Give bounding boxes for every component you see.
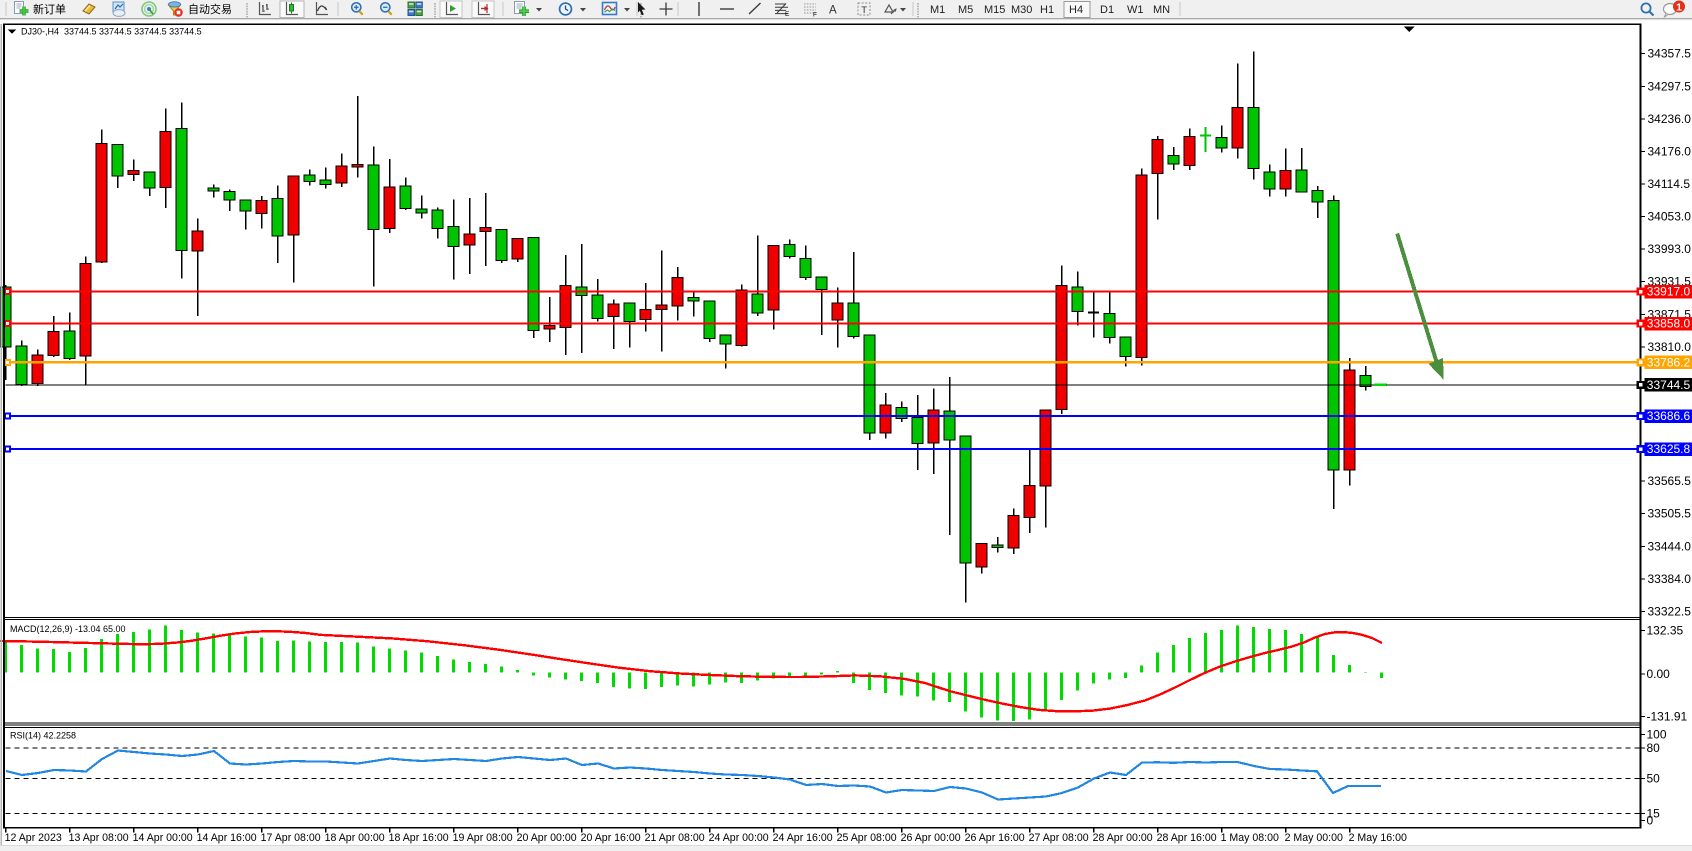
svg-text:E: E xyxy=(785,11,790,18)
svg-text:18 Apr 16:00: 18 Apr 16:00 xyxy=(389,832,449,844)
svg-text:24 Apr 16:00: 24 Apr 16:00 xyxy=(773,832,833,844)
svg-text:28 Apr 16:00: 28 Apr 16:00 xyxy=(1157,832,1217,844)
svg-text:M5: M5 xyxy=(958,4,973,16)
svg-text:33686.6: 33686.6 xyxy=(1647,409,1691,423)
svg-text:34053.0: 34053.0 xyxy=(1648,210,1692,224)
svg-text:自动交易: 自动交易 xyxy=(188,2,232,16)
svg-text:RSI(14) 42.2258: RSI(14) 42.2258 xyxy=(10,731,76,741)
svg-text:33917.0: 33917.0 xyxy=(1647,285,1691,299)
svg-text:-131.91: -131.91 xyxy=(1647,710,1688,724)
svg-text:34236.0: 34236.0 xyxy=(1648,112,1692,126)
svg-text:33505.5: 33505.5 xyxy=(1648,507,1692,521)
svg-text:33444.0: 33444.0 xyxy=(1648,540,1692,554)
svg-text:19 Apr 08:00: 19 Apr 08:00 xyxy=(453,832,513,844)
svg-text:13 Apr 08:00: 13 Apr 08:00 xyxy=(69,832,129,844)
svg-text:33858.0: 33858.0 xyxy=(1647,317,1691,331)
svg-text:18 Apr 00:00: 18 Apr 00:00 xyxy=(325,832,385,844)
svg-text:34114.5: 34114.5 xyxy=(1648,177,1691,191)
svg-text:33993.0: 33993.0 xyxy=(1648,242,1692,256)
svg-text:33786.2: 33786.2 xyxy=(1647,355,1691,369)
svg-text:MN: MN xyxy=(1153,4,1170,16)
svg-text:33625.8: 33625.8 xyxy=(1647,442,1691,456)
svg-text:A: A xyxy=(829,5,837,17)
svg-text:33384.0: 33384.0 xyxy=(1648,572,1692,586)
svg-text:DJ30-,H4 33744.5 33744.5 3374: DJ30-,H4 33744.5 33744.5 33744.5 33744.5 xyxy=(21,27,202,37)
svg-text:21 Apr 08:00: 21 Apr 08:00 xyxy=(645,832,705,844)
svg-text:2 May 00:00: 2 May 00:00 xyxy=(1285,832,1343,844)
svg-text:20 Apr 00:00: 20 Apr 00:00 xyxy=(517,832,577,844)
svg-text:80: 80 xyxy=(1647,741,1661,755)
svg-text:33322.5: 33322.5 xyxy=(1648,605,1692,619)
svg-text:M15: M15 xyxy=(984,4,1005,16)
svg-text:15: 15 xyxy=(1647,807,1661,821)
svg-text:1 May 08:00: 1 May 08:00 xyxy=(1221,832,1279,844)
svg-text:17 Apr 08:00: 17 Apr 08:00 xyxy=(261,832,321,844)
svg-text:12 Apr 2023: 12 Apr 2023 xyxy=(5,832,62,844)
svg-text:D1: D1 xyxy=(1100,4,1114,16)
svg-text:28 Apr 00:00: 28 Apr 00:00 xyxy=(1093,832,1153,844)
svg-text:M30: M30 xyxy=(1011,4,1032,16)
svg-text:20 Apr 16:00: 20 Apr 16:00 xyxy=(581,832,641,844)
svg-text:33810.0: 33810.0 xyxy=(1648,340,1692,354)
svg-text:33744.5: 33744.5 xyxy=(1647,378,1691,392)
svg-text:1: 1 xyxy=(1676,2,1682,14)
svg-text:W1: W1 xyxy=(1127,4,1144,16)
svg-text:14 Apr 00:00: 14 Apr 00:00 xyxy=(133,832,193,844)
svg-text:H1: H1 xyxy=(1040,4,1054,16)
svg-text:34176.0: 34176.0 xyxy=(1648,145,1692,159)
svg-text:26 Apr 16:00: 26 Apr 16:00 xyxy=(965,832,1025,844)
svg-text:27 Apr 08:00: 27 Apr 08:00 xyxy=(1029,832,1089,844)
svg-text:新订单: 新订单 xyxy=(33,2,66,16)
svg-text:24 Apr 00:00: 24 Apr 00:00 xyxy=(709,832,769,844)
svg-text:50: 50 xyxy=(1647,772,1661,786)
svg-text:F: F xyxy=(813,12,817,19)
svg-text:26 Apr 00:00: 26 Apr 00:00 xyxy=(901,832,961,844)
svg-text:2 May 16:00: 2 May 16:00 xyxy=(1349,832,1407,844)
svg-text:34357.5: 34357.5 xyxy=(1648,47,1692,61)
svg-text:H4: H4 xyxy=(1069,4,1083,16)
svg-text:132.35: 132.35 xyxy=(1647,624,1684,638)
svg-text:14 Apr 16:00: 14 Apr 16:00 xyxy=(197,832,257,844)
svg-text:0: 0 xyxy=(1647,814,1654,828)
svg-text:0.00: 0.00 xyxy=(1647,667,1671,681)
svg-text:100: 100 xyxy=(1647,728,1667,742)
svg-text:M1: M1 xyxy=(930,4,945,16)
svg-text:25 Apr 08:00: 25 Apr 08:00 xyxy=(837,832,897,844)
svg-text:33565.5: 33565.5 xyxy=(1648,474,1692,488)
svg-text:MACD(12,26,9) -13.04 65.00: MACD(12,26,9) -13.04 65.00 xyxy=(10,624,126,634)
svg-text:34297.5: 34297.5 xyxy=(1648,80,1692,94)
svg-text:T: T xyxy=(861,5,867,16)
